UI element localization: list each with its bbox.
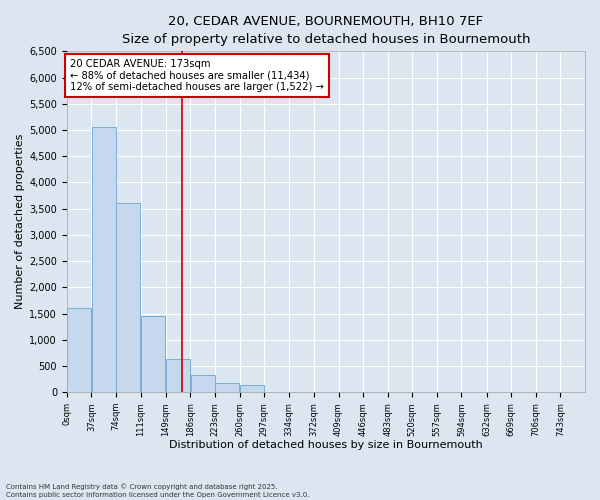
Bar	[166, 359, 190, 392]
Bar	[116, 204, 140, 392]
Bar	[92, 128, 116, 392]
Bar	[215, 383, 239, 392]
Title: 20, CEDAR AVENUE, BOURNEMOUTH, BH10 7EF
Size of property relative to detached ho: 20, CEDAR AVENUE, BOURNEMOUTH, BH10 7EF …	[122, 15, 530, 46]
Text: 20 CEDAR AVENUE: 173sqm
← 88% of detached houses are smaller (11,434)
12% of sem: 20 CEDAR AVENUE: 173sqm ← 88% of detache…	[70, 59, 324, 92]
Bar	[67, 308, 91, 392]
X-axis label: Distribution of detached houses by size in Bournemouth: Distribution of detached houses by size …	[169, 440, 483, 450]
Bar	[191, 375, 215, 392]
Bar	[140, 316, 165, 392]
Bar	[239, 386, 264, 392]
Y-axis label: Number of detached properties: Number of detached properties	[15, 134, 25, 310]
Text: Contains HM Land Registry data © Crown copyright and database right 2025.
Contai: Contains HM Land Registry data © Crown c…	[6, 484, 310, 498]
